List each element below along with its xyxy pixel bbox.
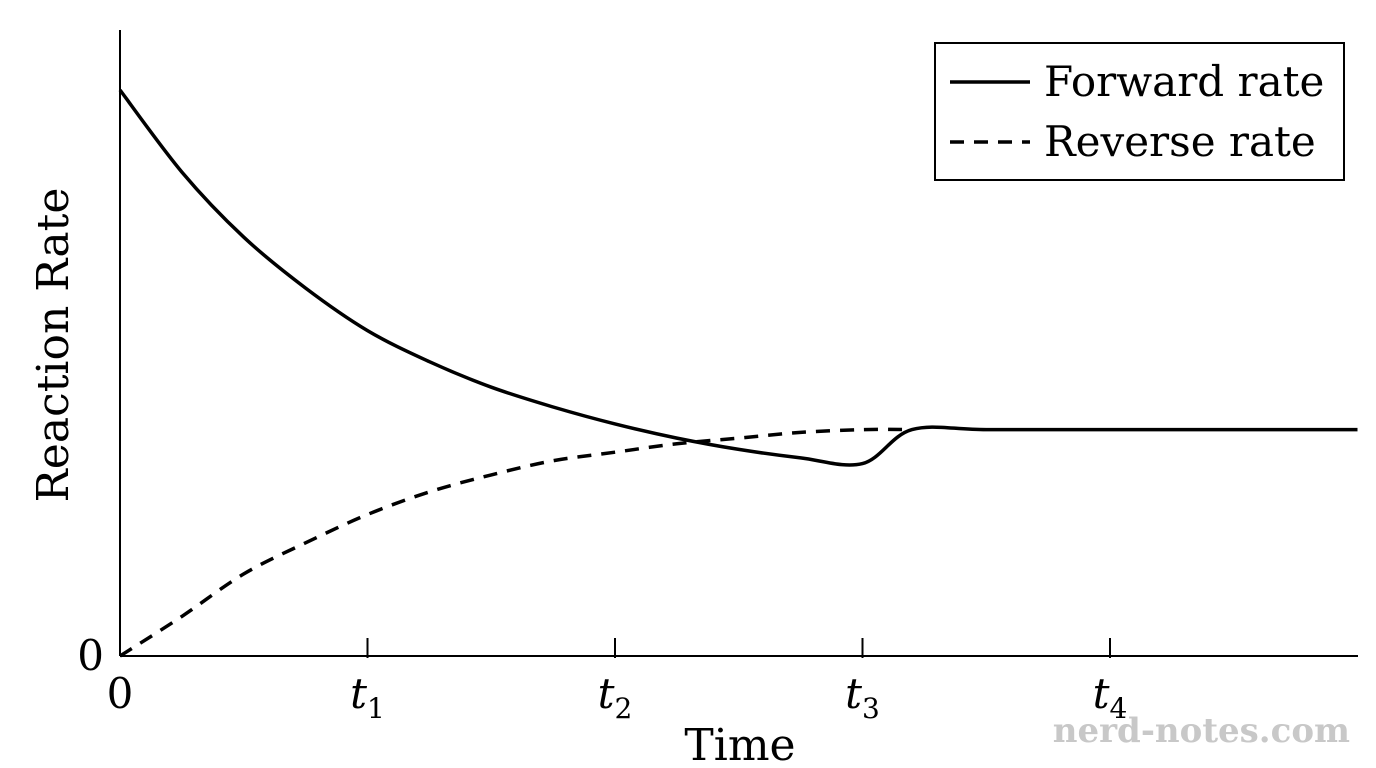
legend-label-forward: Forward rate bbox=[1044, 57, 1324, 106]
x-tick-label-1: t1 bbox=[350, 669, 385, 725]
series-layer bbox=[118, 88, 1358, 658]
x-tick-label-2: t2 bbox=[598, 669, 633, 725]
series-line-reverse-rate bbox=[119, 427, 913, 658]
x-axis-label: Time bbox=[684, 720, 795, 768]
legend-box bbox=[934, 42, 1345, 181]
legend: Forward rate Reverse rate bbox=[934, 42, 1345, 181]
series-line-forward-rate bbox=[118, 88, 1358, 467]
x-ticks: 0 t1 t2 t3 t4 bbox=[107, 638, 1128, 725]
watermark: nerd-notes.com bbox=[1053, 711, 1350, 751]
y-ticks: 0 bbox=[77, 631, 104, 680]
legend-label-reverse: Reverse rate bbox=[1044, 117, 1316, 166]
x-tick-label-0: 0 bbox=[107, 669, 134, 718]
y-tick-label-0: 0 bbox=[77, 631, 104, 680]
x-tick-label-4: t4 bbox=[1093, 669, 1128, 725]
axes bbox=[119, 30, 1358, 657]
y-axis-label: Reaction Rate bbox=[28, 188, 79, 503]
x-tick-label-3: t3 bbox=[845, 669, 880, 725]
